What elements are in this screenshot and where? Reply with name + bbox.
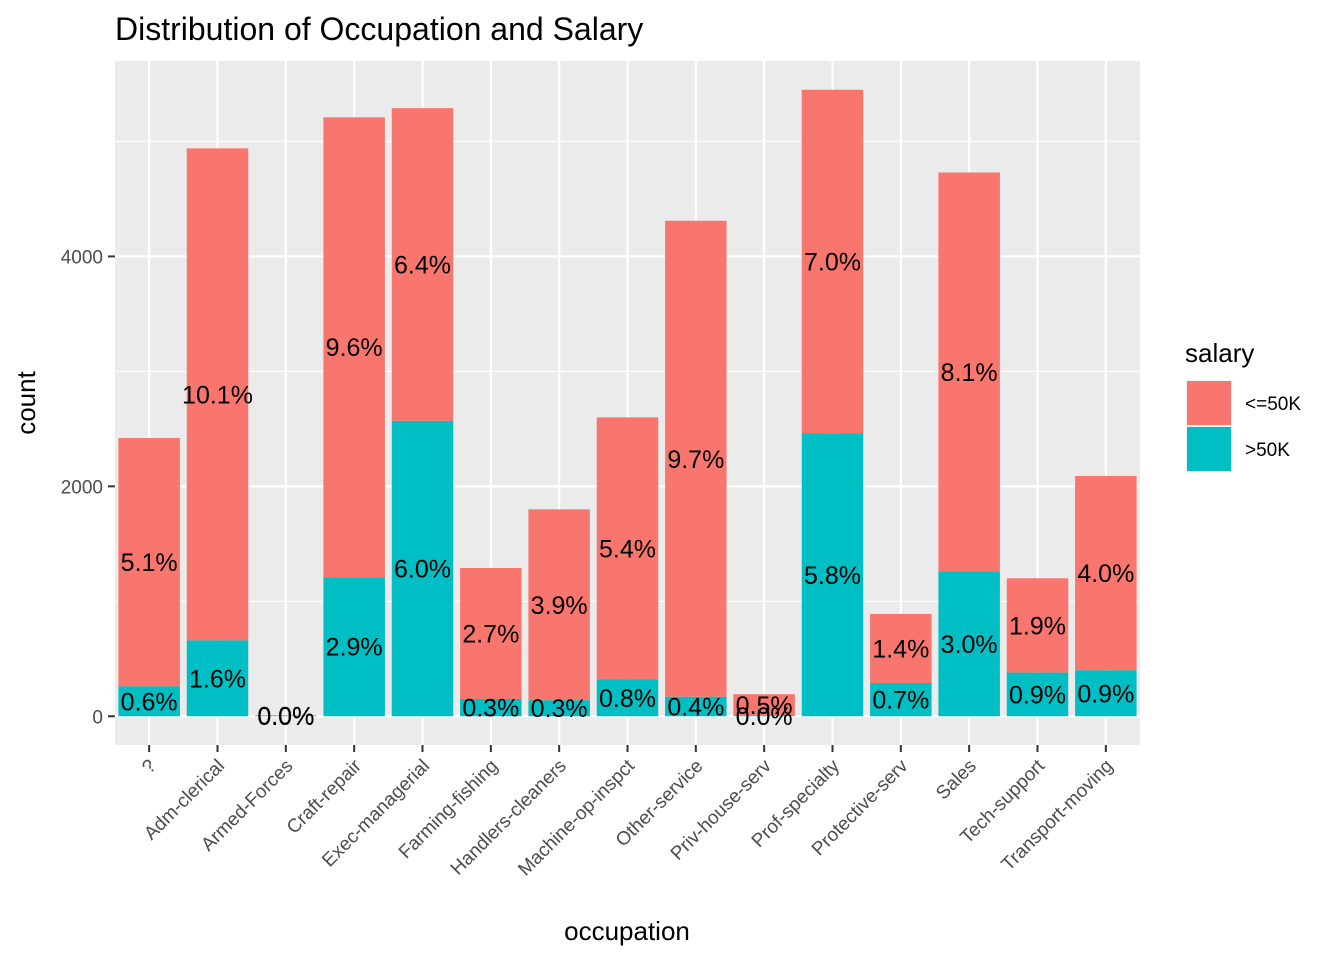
bar-segment-gt50k: [596, 679, 659, 717]
bar-segment-le50k: [1075, 475, 1137, 671]
bar-label-gt50k: 0.3%: [531, 695, 588, 723]
legend-key: [1187, 381, 1231, 425]
bar-segment-le50k: [665, 220, 727, 697]
legend-label: >50K: [1245, 440, 1290, 461]
bar-segment-le50k: [391, 108, 454, 421]
bar-segment-gt50k: [460, 699, 522, 717]
y-axis-title: count: [11, 370, 41, 434]
bar-segment-gt50k: [1006, 672, 1069, 717]
bar-label-gt50k: 0.7%: [872, 687, 929, 715]
bar-label-gt50k: 0.9%: [1009, 681, 1066, 709]
bar-label-le50k: 5.4%: [599, 535, 656, 563]
bar-label-le50k: 10.1%: [182, 381, 253, 409]
bar-label-le50k: 9.6%: [326, 334, 383, 362]
bar-segment-le50k: [255, 715, 317, 717]
bar-label-gt50k: 0.6%: [121, 688, 178, 716]
bar-label-le50k: 2.7%: [462, 620, 519, 648]
y-axis: 0 2000 4000: [61, 247, 115, 728]
bar-segment-gt50k: [870, 682, 932, 717]
bar-label-gt50k: 5.8%: [804, 562, 861, 590]
bar-label-le50k: 4.0%: [1077, 560, 1134, 588]
bar-segment-le50k: [596, 417, 659, 680]
bar-label-le50k: 0.0%: [257, 703, 314, 731]
bars: [118, 89, 1137, 717]
x-tick-label: Machine-op-inspct: [514, 755, 639, 880]
bar-segment-le50k: [938, 172, 1000, 572]
x-axis: ?Adm-clericalArmed-ForcesCraft-repairExe…: [138, 745, 1117, 880]
bar-label-gt50k: 0.3%: [462, 695, 519, 723]
x-tick-label: Handlers-cleaners: [447, 756, 571, 880]
bar-segment-gt50k: [665, 696, 727, 717]
legend-key: [1187, 427, 1231, 471]
chart-title: Distribution of Occupation and Salary: [115, 11, 643, 47]
bar-segment-gt50k: [801, 433, 864, 717]
bar-segment-gt50k: [528, 700, 590, 717]
bar-label-gt50k: 2.9%: [326, 634, 383, 662]
bar-label-gt50k: 0.8%: [599, 685, 656, 713]
bar-segment-gt50k: [118, 686, 180, 717]
bar-segment-le50k: [528, 509, 590, 701]
legend: salary <=50K >50K: [1185, 338, 1301, 472]
x-tick-label: Sales: [932, 756, 980, 804]
legend-title: salary: [1185, 338, 1254, 368]
bar-label-le50k: 1.4%: [872, 635, 929, 663]
x-axis-title: occupation: [564, 916, 690, 946]
bar-segment-gt50k: [1075, 670, 1137, 717]
bar-segment-gt50k: [186, 640, 249, 717]
bar-label-le50k: 8.1%: [941, 359, 998, 387]
bar-segment-gt50k: [323, 577, 385, 717]
y-tick-label: 2000: [61, 477, 103, 498]
y-tick-label: 0: [92, 707, 103, 728]
bar-labels: 0.6% 5.1% 1.6% 10.1% 0.0% 0.0% 2.9% 9.6% 6.0% 6.4…: [121, 249, 1135, 732]
bar-segment-le50k: [118, 438, 180, 687]
bar-label-le50k: 1.9%: [1009, 612, 1066, 640]
bar-segment-le50k: [460, 567, 522, 700]
bar-label-gt50k: 0.0%: [257, 703, 314, 731]
bar-segment-le50k: [323, 117, 385, 578]
bar-label-le50k: 0.5%: [736, 692, 793, 720]
bar-label-gt50k: 6.0%: [394, 556, 451, 584]
bar-segment-le50k: [801, 89, 864, 434]
bar-label-le50k: 6.4%: [394, 251, 451, 279]
bar-label-le50k: 9.7%: [667, 446, 724, 474]
legend-label: <=50K: [1245, 394, 1301, 415]
bar-label-gt50k: 0.9%: [1077, 680, 1134, 708]
bar-segment-le50k: [733, 694, 795, 717]
bar-segment-gt50k: [938, 571, 1000, 717]
bar-label-le50k: 5.1%: [121, 549, 178, 577]
bar-label-gt50k: 0.0%: [736, 703, 793, 731]
bar-segment-gt50k: [391, 420, 454, 717]
bar-segment-le50k: [1006, 578, 1069, 673]
bar-label-gt50k: 0.4%: [667, 693, 724, 721]
x-tick-label: ?: [138, 756, 160, 778]
bar-segment-le50k: [186, 148, 249, 641]
y-tick-label: 4000: [61, 247, 103, 268]
bar-label-le50k: 3.9%: [531, 592, 588, 620]
bar-label-le50k: 7.0%: [804, 249, 861, 277]
bar-segment-le50k: [870, 613, 932, 683]
bar-label-gt50k: 3.0%: [941, 631, 998, 659]
bar-label-gt50k: 1.6%: [189, 665, 246, 693]
